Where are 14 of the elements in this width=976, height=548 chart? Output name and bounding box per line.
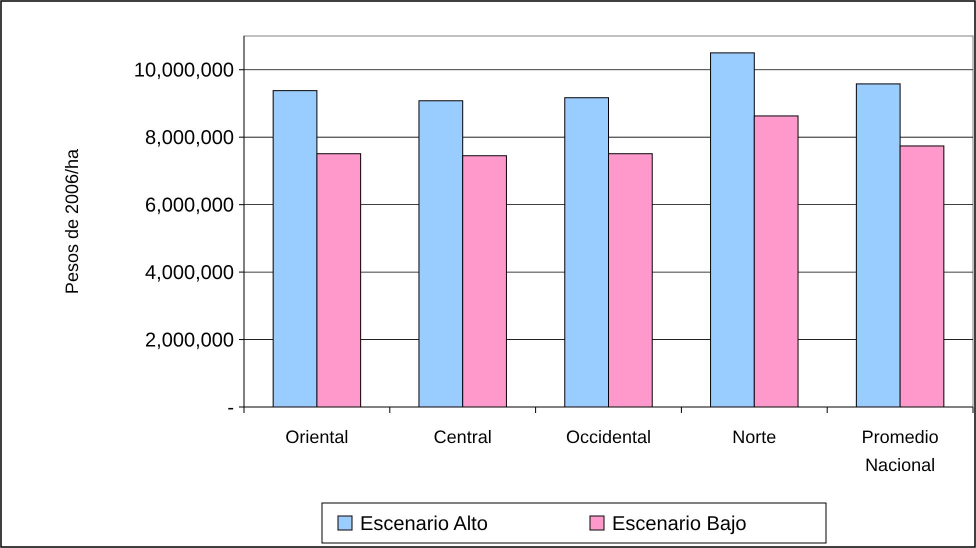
legend-label: Escenario Bajo [612, 513, 747, 535]
x-tick-label: Oriental [285, 427, 348, 447]
y-tick-label: 6,000,000 [145, 194, 234, 217]
y-tick-label: 2,000,000 [145, 330, 234, 352]
x-tick-label: Norte [732, 427, 776, 447]
y-tick-label: 4,000,000 [145, 262, 234, 284]
y-axis-title: Pesos de 2006/ha [62, 148, 82, 294]
y-tick-label: 10,000,000 [134, 60, 234, 82]
y-tick-label: 8,000,000 [145, 127, 234, 150]
x-tick-label: Central [434, 427, 492, 447]
legend-label: Escenario Alto [360, 513, 488, 535]
x-tick-label: Occidental [566, 427, 652, 447]
y-tick-label: - [227, 397, 234, 419]
x-tick-label: Promedio Nacional [862, 427, 939, 475]
